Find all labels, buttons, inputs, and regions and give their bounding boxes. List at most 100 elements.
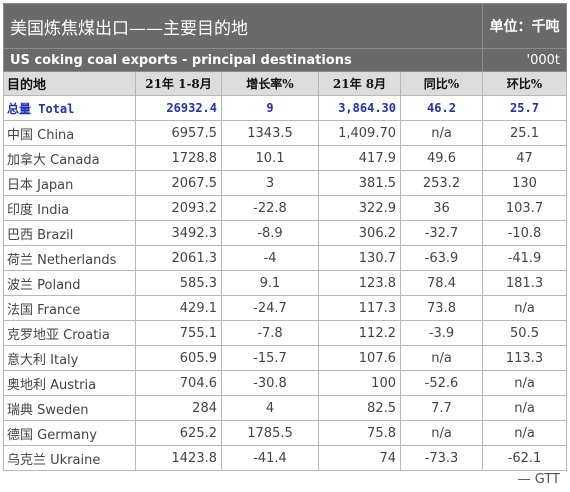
value-cell: 107.6	[318, 345, 401, 371]
value-cell: 117.3	[318, 295, 401, 321]
table-row: 日本 Japan 2067.5 3 381.5 253.2 130	[3, 170, 567, 196]
value-cell: 73.8	[400, 295, 483, 321]
table-row: 意大利 Italy 605.9 -15.7 107.6 n/a 113.3	[3, 345, 567, 371]
value-cell: 1423.8	[135, 445, 222, 471]
destination-cell: 奥地利 Austria	[3, 370, 136, 396]
value-cell: 605.9	[135, 345, 222, 371]
value-cell: 1,409.70	[318, 120, 401, 146]
destination-cell: 加拿大 Canada	[3, 145, 136, 171]
value-cell: 82.5	[318, 395, 401, 421]
title-row: 美国炼焦煤出口——主要目的地 单位：千吨	[3, 3, 567, 49]
value-cell: -41.9	[482, 245, 567, 271]
value-cell: 3,864.30	[318, 95, 401, 121]
table-row: 巴西 Brazil 3492.3 -8.9 306.2 -32.7 -10.8	[3, 220, 567, 246]
value-cell: 585.3	[135, 270, 222, 296]
value-cell: 381.5	[318, 170, 401, 196]
value-cell: -3.9	[400, 320, 483, 346]
value-cell: n/a	[400, 345, 483, 371]
column-header: 同比%	[400, 71, 483, 96]
value-cell: 4	[221, 395, 319, 421]
destination-cell: 克罗地亚 Croatia	[3, 320, 136, 346]
value-cell: 113.3	[482, 345, 567, 371]
table-row: 荷兰 Netherlands 2061.3 -4 130.7 -63.9 -41.9	[3, 245, 567, 271]
value-cell: 2093.2	[135, 195, 222, 221]
destination-cell: 印度 India	[3, 195, 136, 221]
value-cell: 103.7	[482, 195, 567, 221]
column-header: 21年 8月	[318, 71, 401, 96]
value-cell: 625.2	[135, 420, 222, 446]
destination-cell: 德国 Germany	[3, 420, 136, 446]
value-cell: n/a	[482, 420, 567, 446]
value-cell: 1343.5	[221, 120, 319, 146]
value-cell: n/a	[482, 295, 567, 321]
destination-cell: 总量 Total	[3, 95, 136, 121]
destination-cell: 日本 Japan	[3, 170, 136, 196]
value-cell: 75.8	[318, 420, 401, 446]
coal-exports-table: 美国炼焦煤出口——主要目的地 单位：千吨 US coking coal expo…	[3, 3, 567, 471]
column-header: 21年 1-8月	[135, 71, 222, 96]
value-cell: -52.6	[400, 370, 483, 396]
table-subtitle: US coking coal exports - principal desti…	[3, 48, 483, 72]
column-header: 增长率%	[221, 71, 319, 96]
destination-cell: 乌克兰 Ukraine	[3, 445, 136, 471]
value-cell: -10.8	[482, 220, 567, 246]
table-row: 中国 China 6957.5 1343.5 1,409.70 n/a 25.1	[3, 120, 567, 146]
table-row: 克罗地亚 Croatia 755.1 -7.8 112.2 -3.9 50.5	[3, 320, 567, 346]
value-cell: 47	[482, 145, 567, 171]
value-cell: n/a	[482, 370, 567, 396]
table-row: 印度 India 2093.2 -22.8 322.9 36 103.7	[3, 195, 567, 221]
column-header: 环比%	[482, 71, 567, 96]
value-cell: n/a	[400, 420, 483, 446]
table-row: 加拿大 Canada 1728.8 10.1 417.9 49.6 47	[3, 145, 567, 171]
table-row: 德国 Germany 625.2 1785.5 75.8 n/a n/a	[3, 420, 567, 446]
destination-cell: 波兰 Poland	[3, 270, 136, 296]
value-cell: -4	[221, 245, 319, 271]
value-cell: 322.9	[318, 195, 401, 221]
value-cell: 417.9	[318, 145, 401, 171]
value-cell: 1728.8	[135, 145, 222, 171]
destination-cell: 中国 China	[3, 120, 136, 146]
value-cell: 49.6	[400, 145, 483, 171]
source-note: — GTT	[517, 472, 560, 487]
value-cell: 3492.3	[135, 220, 222, 246]
table-row: 法国 France 429.1 -24.7 117.3 73.8 n/a	[3, 295, 567, 321]
value-cell: 704.6	[135, 370, 222, 396]
value-cell: 74	[318, 445, 401, 471]
value-cell: 9	[221, 95, 319, 121]
value-cell: 181.3	[482, 270, 567, 296]
value-cell: -15.7	[221, 345, 319, 371]
value-cell: 755.1	[135, 320, 222, 346]
value-cell: 6957.5	[135, 120, 222, 146]
value-cell: 130	[482, 170, 567, 196]
destination-cell: 意大利 Italy	[3, 345, 136, 371]
table-row: 奥地利 Austria 704.6 -30.8 100 -52.6 n/a	[3, 370, 567, 396]
table-title: 美国炼焦煤出口——主要目的地	[3, 3, 483, 49]
value-cell: 25.7	[482, 95, 567, 121]
destination-cell: 瑞典 Sweden	[3, 395, 136, 421]
value-cell: 253.2	[400, 170, 483, 196]
value-cell: 429.1	[135, 295, 222, 321]
value-cell: 3	[221, 170, 319, 196]
destination-cell: 巴西 Brazil	[3, 220, 136, 246]
value-cell: 46.2	[400, 95, 483, 121]
value-cell: 130.7	[318, 245, 401, 271]
value-cell: 2067.5	[135, 170, 222, 196]
total-row: 总量 Total 26932.4 9 3,864.30 46.2 25.7	[3, 95, 567, 121]
value-cell: n/a	[482, 395, 567, 421]
value-cell: 9.1	[221, 270, 319, 296]
unit-label: 单位：千吨	[482, 3, 567, 49]
value-cell: -7.8	[221, 320, 319, 346]
value-cell: 1785.5	[221, 420, 319, 446]
value-cell: 36	[400, 195, 483, 221]
value-cell: -24.7	[221, 295, 319, 321]
value-cell: 2061.3	[135, 245, 222, 271]
value-cell: 123.8	[318, 270, 401, 296]
value-cell: -8.9	[221, 220, 319, 246]
value-cell: 112.2	[318, 320, 401, 346]
value-cell: 26932.4	[135, 95, 222, 121]
value-cell: n/a	[400, 120, 483, 146]
value-cell: 25.1	[482, 120, 567, 146]
value-cell: 78.4	[400, 270, 483, 296]
value-cell: -73.3	[400, 445, 483, 471]
